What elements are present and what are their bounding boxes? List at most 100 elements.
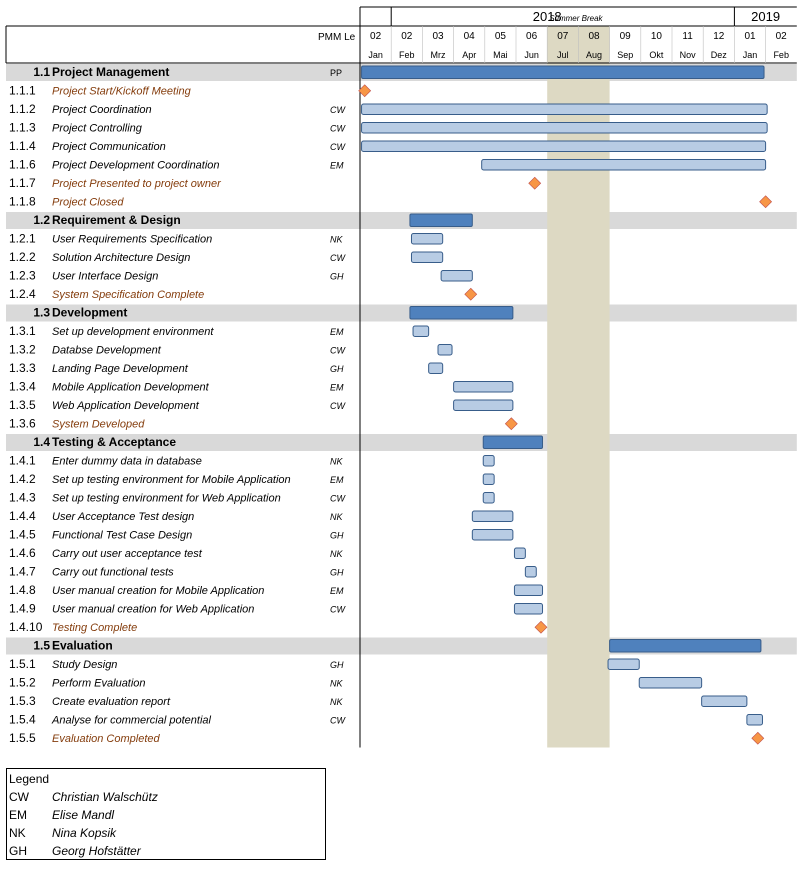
task-person: CW xyxy=(330,142,346,152)
task-bar xyxy=(701,695,748,707)
summer-break-shade xyxy=(547,26,610,748)
task-bar xyxy=(482,492,495,504)
task-person: NK xyxy=(330,679,343,689)
task-name: System Specification Complete xyxy=(52,289,204,301)
task-id: 1.4 xyxy=(33,435,50,449)
task-bar xyxy=(361,140,767,152)
month-number: 07 xyxy=(557,31,569,42)
task-person: NK xyxy=(330,549,343,559)
summary-bar xyxy=(361,65,765,79)
task-id: 1.3.1 xyxy=(9,324,36,338)
task-id: 1.3.2 xyxy=(9,343,36,357)
task-name: Set up development environment xyxy=(52,326,214,338)
task-id: 1.2 xyxy=(33,213,50,227)
task-name: Testing & Acceptance xyxy=(52,435,176,449)
task-person: EM xyxy=(330,475,344,485)
task-person: PP xyxy=(330,68,342,78)
task-person: GH xyxy=(330,364,344,374)
task-id: 1.5.3 xyxy=(9,694,36,708)
task-id: 1.4.4 xyxy=(9,509,36,523)
task-name: Project Presented to project owner xyxy=(52,178,222,190)
task-person: EM xyxy=(330,161,344,171)
task-name: Testing Complete xyxy=(52,622,137,634)
month-number: 12 xyxy=(713,31,725,42)
summer-break-label: Summer Break xyxy=(549,14,603,23)
month-name: Jun xyxy=(524,50,539,60)
task-id: 1.1.3 xyxy=(9,121,36,135)
legend-code: CW xyxy=(9,790,29,804)
task-id: 1.1 xyxy=(33,65,50,79)
task-person: CW xyxy=(330,494,346,504)
task-name: Evaluation Completed xyxy=(52,733,161,745)
task-name: User Interface Design xyxy=(52,271,158,283)
legend-code: NK xyxy=(9,826,26,840)
task-id: 1.2.3 xyxy=(9,269,36,283)
task-name: Project Start/Kickoff Meeting xyxy=(52,86,192,98)
task-name: Web Application Development xyxy=(52,400,200,412)
task-bar xyxy=(361,103,768,115)
task-bar xyxy=(453,381,514,393)
month-number: 05 xyxy=(495,31,507,42)
month-name: Dez xyxy=(711,50,728,60)
task-id: 1.1.6 xyxy=(9,158,36,172)
month-name: Aug xyxy=(586,50,602,60)
task-person: GH xyxy=(330,531,344,541)
task-person: CW xyxy=(330,105,346,115)
task-id: 1.3 xyxy=(33,306,50,320)
month-number: 11 xyxy=(682,31,693,42)
task-person: NK xyxy=(330,512,343,522)
month-name: Feb xyxy=(773,50,789,60)
task-bar xyxy=(410,251,444,263)
task-bar xyxy=(481,159,767,171)
task-id: 1.2.2 xyxy=(9,250,36,264)
task-name: Project Development Coordination xyxy=(52,160,220,172)
month-number: 01 xyxy=(744,31,756,42)
month-name: Sep xyxy=(617,50,633,60)
task-name: User Requirements Specification xyxy=(52,234,212,246)
task-person: CW xyxy=(330,124,346,134)
task-name: Analyse for commercial potential xyxy=(51,715,212,727)
task-id: 1.4.7 xyxy=(9,565,36,579)
task-name: Enter dummy data in database xyxy=(52,456,202,468)
task-person: EM xyxy=(330,327,344,337)
person-column-header: PMM Le xyxy=(318,32,356,43)
task-id: 1.4.1 xyxy=(9,454,36,468)
task-id: 1.4.8 xyxy=(9,583,36,597)
task-name: Mobile Application Development xyxy=(52,382,210,394)
milestone-diamond xyxy=(759,195,773,209)
task-name: Project Controlling xyxy=(52,123,143,135)
month-name: Nov xyxy=(680,50,697,60)
task-name: Functional Test Case Design xyxy=(52,530,192,542)
year-label: 2019 xyxy=(751,9,780,24)
task-id: 1.2.1 xyxy=(9,232,36,246)
task-person: EM xyxy=(330,586,344,596)
month-number: 06 xyxy=(526,31,538,42)
task-id: 1.5.5 xyxy=(9,731,36,745)
month-name: Apr xyxy=(462,50,476,60)
task-id: 1.4.9 xyxy=(9,602,36,616)
legend-code: GH xyxy=(9,844,27,858)
task-bar xyxy=(513,547,526,559)
month-number: 08 xyxy=(588,31,600,42)
month-name: Jul xyxy=(557,50,569,60)
task-id: 1.1.8 xyxy=(9,195,36,209)
legend-item: EM Elise Mandl xyxy=(9,808,319,826)
legend-title: Legend xyxy=(9,772,50,786)
task-name: User manual creation for Web Application xyxy=(52,604,254,616)
task-person: GH xyxy=(330,660,344,670)
summary-bar xyxy=(409,213,473,227)
task-name: Landing Page Development xyxy=(52,363,189,375)
month-number: 04 xyxy=(464,31,476,42)
milestone-diamond xyxy=(504,417,518,431)
task-person: CW xyxy=(330,401,346,411)
task-person: NK xyxy=(330,457,343,467)
task-name: Project Coordination xyxy=(52,104,152,116)
task-name: Carry out user acceptance test xyxy=(52,548,203,560)
month-name: Feb xyxy=(399,50,415,60)
task-person: GH xyxy=(330,272,344,282)
month-name: Jan xyxy=(743,50,758,60)
year-label: 2018 xyxy=(533,9,562,24)
task-person: CW xyxy=(330,253,346,263)
legend-item: GH Georg Hofstätter xyxy=(9,844,319,862)
task-name: Solution Architecture Design xyxy=(52,252,190,264)
